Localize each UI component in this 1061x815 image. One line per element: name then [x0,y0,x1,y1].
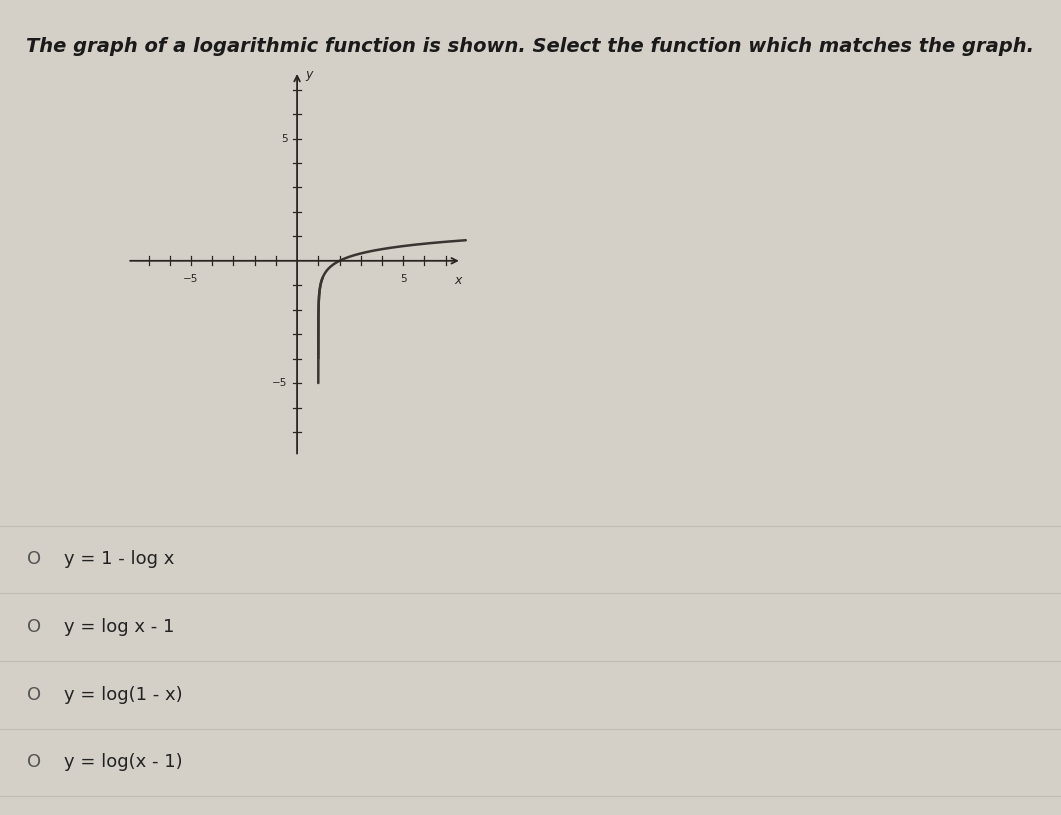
Text: y: y [306,68,313,82]
Text: O: O [27,753,40,772]
Text: y = log(x - 1): y = log(x - 1) [64,753,182,772]
Text: O: O [27,550,40,569]
Text: O: O [27,618,40,637]
Text: −5: −5 [273,378,288,388]
Text: y = 1 - log x: y = 1 - log x [64,550,174,569]
Text: y = log x - 1: y = log x - 1 [64,618,174,637]
Text: 5: 5 [400,274,406,284]
Text: The graph of a logarithmic function is shown. Select the function which matches : The graph of a logarithmic function is s… [27,37,1034,55]
Text: O: O [27,685,40,704]
Text: x: x [455,274,462,287]
Text: y = log(1 - x): y = log(1 - x) [64,685,182,704]
Text: −5: −5 [184,274,198,284]
Text: 5: 5 [281,134,288,143]
